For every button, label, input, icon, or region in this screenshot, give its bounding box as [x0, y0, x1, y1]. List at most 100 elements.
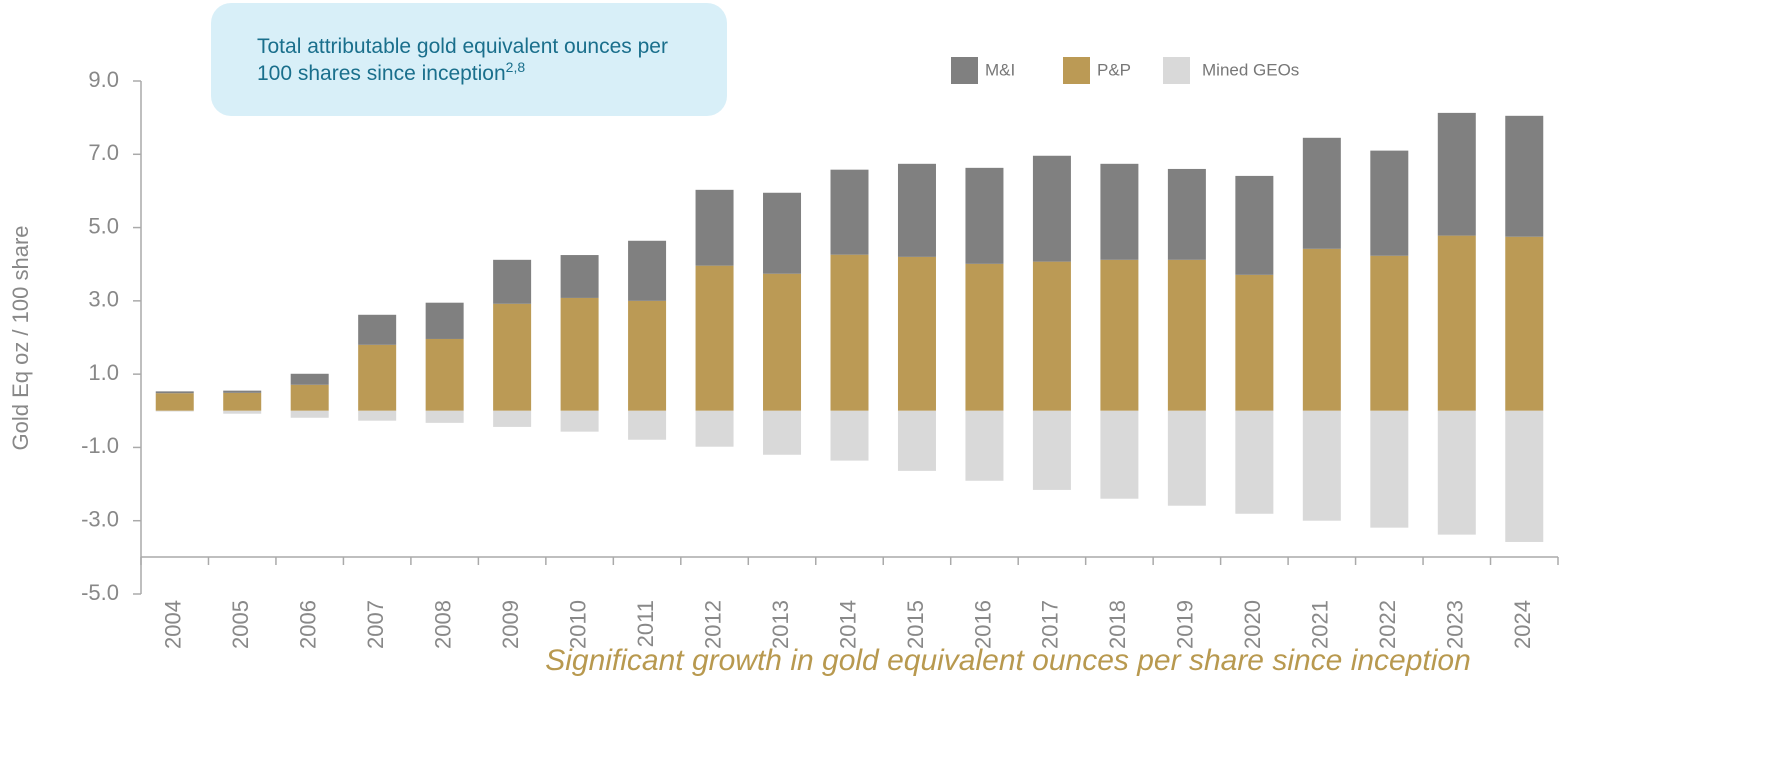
bar-segment — [493, 259, 532, 304]
y-tick-label: -5.0 — [81, 580, 119, 605]
bar-segment — [290, 384, 329, 411]
bar-segment — [425, 410, 464, 423]
bar-segment — [425, 338, 464, 411]
bar-segment — [290, 410, 329, 418]
bar-segment — [425, 302, 464, 339]
bar-segment — [560, 255, 599, 298]
x-tick-label: 2005 — [228, 600, 253, 649]
x-tick-label: 2015 — [903, 600, 928, 649]
x-tick-label: 2018 — [1105, 600, 1130, 649]
x-tick-label: 2020 — [1240, 600, 1265, 649]
bar-segment — [763, 273, 802, 411]
bar-segment — [223, 392, 262, 411]
bar-segment — [1370, 255, 1409, 411]
bar-segment — [695, 265, 734, 411]
bar-segment — [830, 410, 869, 461]
bar-segment — [1032, 410, 1071, 490]
bar-segment — [695, 410, 734, 447]
bar-segment — [493, 410, 532, 427]
x-tick-label: 2004 — [161, 600, 186, 649]
bar-segment — [1370, 150, 1409, 256]
bar-segment — [763, 192, 802, 274]
y-tick-label: 5.0 — [88, 213, 119, 238]
bar-segment — [223, 390, 262, 393]
bar-segment — [1235, 175, 1274, 275]
bar-segment — [290, 373, 329, 385]
y-tick-label: -1.0 — [81, 433, 119, 458]
legend-label: Mined GEOs — [1202, 60, 1299, 79]
bar-segment — [1370, 410, 1409, 528]
legend-swatch — [951, 57, 978, 84]
legend-swatch — [1163, 57, 1190, 84]
bar-segment — [1167, 410, 1206, 506]
bar-segment — [358, 314, 397, 345]
bar-segment — [560, 410, 599, 432]
bar-segment — [1302, 248, 1341, 411]
bar-segment — [830, 169, 869, 255]
bar-segment — [155, 410, 194, 412]
bar-segment — [1302, 137, 1341, 249]
x-tick-label: 2019 — [1173, 600, 1198, 649]
bar-segment — [1235, 410, 1274, 514]
x-tick-label: 2016 — [970, 600, 995, 649]
bar-segment — [1235, 274, 1274, 411]
bar-segment — [1032, 155, 1071, 262]
x-tick-label: 2007 — [363, 600, 388, 649]
bar-segment — [965, 167, 1004, 264]
title-box: Total attributable gold equivalent ounce… — [211, 3, 727, 116]
x-tick-label: 2008 — [430, 600, 455, 649]
x-tick-label: 2012 — [700, 600, 725, 649]
legend-label: M&I — [985, 60, 1015, 79]
x-tick-label: 2017 — [1038, 600, 1063, 649]
bar-segment — [1437, 235, 1476, 411]
chart-subtitle: Significant growth in gold equivalent ou… — [545, 644, 1471, 677]
bar-segment — [1167, 168, 1206, 260]
bar-segment — [1437, 112, 1476, 236]
x-tick-label: 2023 — [1443, 600, 1468, 649]
bar-segment — [763, 410, 802, 455]
x-tick-label: 2013 — [768, 600, 793, 649]
y-axis-label: Gold Eq oz / 100 share — [8, 225, 33, 450]
legend-label: P&P — [1097, 60, 1131, 79]
x-tick-label: 2011 — [633, 600, 658, 647]
x-tick-label: 2014 — [835, 600, 860, 649]
bar-segment — [695, 189, 734, 266]
bar-segment — [965, 410, 1004, 481]
y-tick-label: 3.0 — [88, 287, 119, 312]
bar-segment — [1167, 259, 1206, 411]
x-tick-label: 2006 — [296, 600, 321, 649]
bar-segment — [1100, 259, 1139, 411]
x-tick-label: 2010 — [565, 600, 590, 649]
bar-segment — [1100, 410, 1139, 499]
bar-segment — [628, 410, 667, 440]
bar-segment — [1100, 163, 1139, 260]
bar-segment — [1302, 410, 1341, 521]
chart-title: Total attributable gold equivalent ounce… — [257, 35, 668, 85]
bar-segment — [830, 254, 869, 411]
bar-segment — [1505, 410, 1544, 542]
y-tick-label: 1.0 — [88, 360, 119, 385]
bar-segment — [897, 410, 936, 471]
y-tick-label: 7.0 — [88, 140, 119, 165]
y-tick-label: 9.0 — [88, 67, 119, 92]
bar-segment — [897, 256, 936, 411]
x-tick-label: 2022 — [1375, 600, 1400, 649]
bar-segment — [1505, 115, 1544, 237]
bar-segment — [628, 240, 667, 301]
bar-segment — [1032, 261, 1071, 411]
bar-segment — [155, 391, 194, 394]
bar-segment — [155, 393, 194, 411]
bar-segment — [493, 303, 532, 411]
bar-segment — [358, 410, 397, 421]
title-superscript: 2,8 — [505, 59, 526, 75]
x-tick-label: 2021 — [1308, 600, 1333, 649]
x-tick-label: 2024 — [1510, 600, 1535, 649]
x-tick-label: 2009 — [498, 600, 523, 649]
bar-segment — [560, 297, 599, 411]
y-tick-label: -3.0 — [81, 507, 119, 532]
bar-segment — [223, 410, 262, 414]
legend-swatch — [1063, 57, 1090, 84]
bar-segment — [358, 344, 397, 411]
